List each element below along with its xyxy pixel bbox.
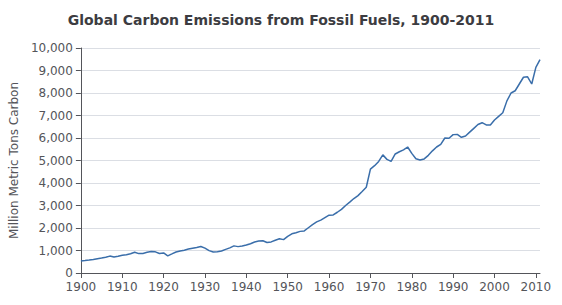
- svg-text:1940: 1940: [231, 280, 262, 294]
- svg-text:4,000: 4,000: [39, 176, 73, 190]
- svg-text:7,000: 7,000: [39, 109, 73, 123]
- svg-text:1920: 1920: [148, 280, 179, 294]
- svg-text:1960: 1960: [314, 280, 345, 294]
- svg-text:1990: 1990: [438, 280, 469, 294]
- svg-text:Global Carbon Emissions from F: Global Carbon Emissions from Fossil Fuel…: [68, 12, 495, 28]
- svg-text:1970: 1970: [355, 280, 386, 294]
- svg-text:Million Metric Tons Carbon: Million Metric Tons Carbon: [7, 82, 21, 239]
- svg-text:1930: 1930: [190, 280, 221, 294]
- svg-text:6,000: 6,000: [39, 131, 73, 145]
- svg-text:1950: 1950: [272, 280, 303, 294]
- svg-text:8,000: 8,000: [39, 86, 73, 100]
- svg-text:5,000: 5,000: [39, 154, 73, 168]
- svg-text:2010: 2010: [521, 280, 552, 294]
- svg-text:0: 0: [65, 266, 73, 280]
- svg-text:1980: 1980: [397, 280, 428, 294]
- svg-text:10,000: 10,000: [31, 41, 73, 55]
- svg-text:1910: 1910: [107, 280, 138, 294]
- svg-text:3,000: 3,000: [39, 199, 73, 213]
- svg-text:1900: 1900: [66, 280, 97, 294]
- svg-text:2000: 2000: [479, 280, 510, 294]
- svg-text:2,000: 2,000: [39, 221, 73, 235]
- svg-text:1,000: 1,000: [39, 244, 73, 258]
- svg-text:9,000: 9,000: [39, 64, 73, 78]
